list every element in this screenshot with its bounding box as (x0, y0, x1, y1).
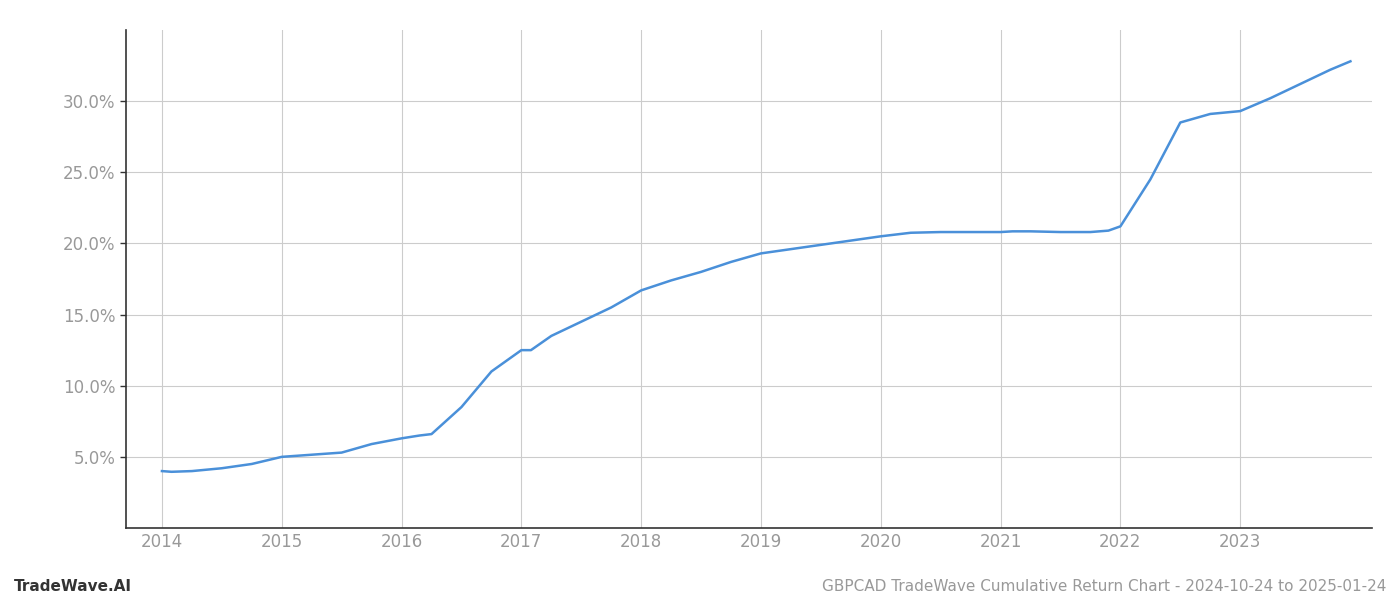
Text: GBPCAD TradeWave Cumulative Return Chart - 2024-10-24 to 2025-01-24: GBPCAD TradeWave Cumulative Return Chart… (822, 579, 1386, 594)
Text: TradeWave.AI: TradeWave.AI (14, 579, 132, 594)
